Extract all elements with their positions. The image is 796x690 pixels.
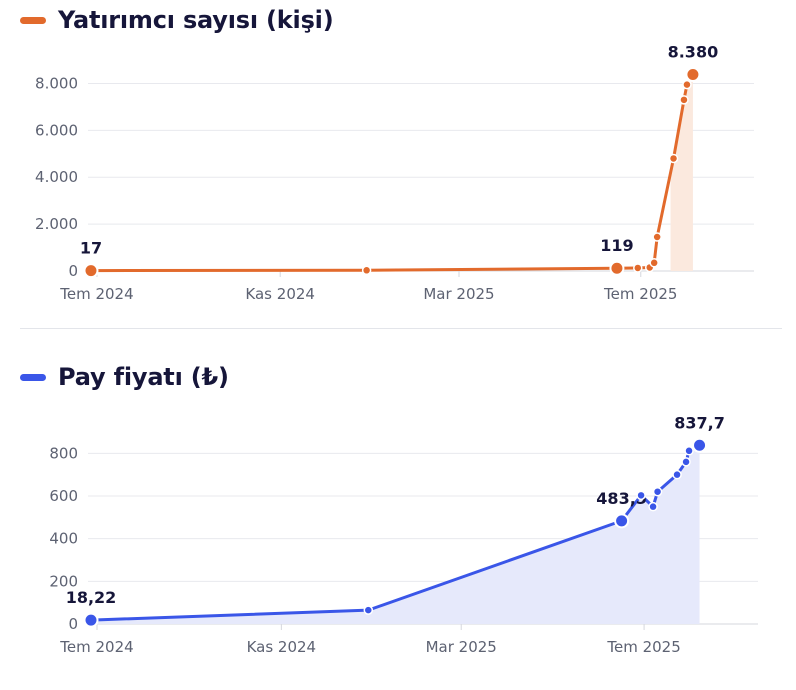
price-x-tick-label: Tem 2025 xyxy=(606,638,680,656)
investor-point xyxy=(633,263,643,273)
chart-divider xyxy=(20,328,782,329)
price-area xyxy=(90,445,700,624)
price-data-label: 837,7 xyxy=(674,413,725,432)
investor-point xyxy=(668,153,679,164)
investor-point xyxy=(682,79,692,90)
price-y-tick-label: 200 xyxy=(49,572,78,590)
investor-point xyxy=(361,265,372,276)
price-point-major xyxy=(614,513,630,529)
investor-x-tick-label: Tem 2024 xyxy=(59,285,133,303)
price-point-major xyxy=(692,437,708,453)
investor-y-tick-label: 8.000 xyxy=(35,74,78,92)
price-chart-header: Pay fiyatı (₺) xyxy=(20,363,229,391)
price-point xyxy=(652,486,663,497)
price-point xyxy=(681,457,691,467)
investor-chart-title: Yatırımcı sayısı (kişi) xyxy=(58,6,334,34)
investor-point-major xyxy=(83,263,99,279)
price-data-label: 483,5 xyxy=(596,489,647,508)
investor-x-tick-label: Mar 2025 xyxy=(423,285,494,303)
investor-count-chart: 0 2.000 4.000 6.000 8.000 Tem 2024 Kas 2024 Mar… xyxy=(35,43,754,303)
price-point xyxy=(648,501,658,512)
investor-x-tick-label: Tem 2025 xyxy=(603,285,677,303)
price-point xyxy=(672,469,682,480)
price-legend-swatch xyxy=(20,373,46,381)
investor-y-tick-label: 0 xyxy=(68,262,78,280)
price-y-tick-label: 800 xyxy=(49,444,78,462)
price-x-tick-label: Mar 2025 xyxy=(426,638,497,656)
investor-y-tick-label: 6.000 xyxy=(35,121,78,139)
investor-point xyxy=(652,232,662,242)
price-data-label: 18,22 xyxy=(66,588,117,607)
price-x-tick-label: Kas 2024 xyxy=(247,638,317,656)
price-y-tick-label: 600 xyxy=(49,487,78,505)
price-point xyxy=(636,490,646,501)
investor-point xyxy=(649,258,659,268)
price-x-tick-label: Tem 2024 xyxy=(59,638,133,656)
investor-point xyxy=(679,95,689,105)
investor-data-label: 17 xyxy=(80,239,102,258)
investor-y-tick-label: 2.000 xyxy=(35,215,78,233)
investor-area xyxy=(670,74,693,271)
price-point xyxy=(363,605,374,615)
investor-legend-swatch xyxy=(20,16,46,24)
investor-chart-header: Yatırımcı sayısı (kişi) xyxy=(20,6,334,34)
price-chart-title: Pay fiyatı (₺) xyxy=(58,363,229,391)
investor-x-tick-label: Kas 2024 xyxy=(245,285,315,303)
price-line xyxy=(89,443,702,622)
price-point-major xyxy=(83,612,99,628)
investor-point-major xyxy=(609,260,625,276)
share-price-chart: 0 200 400 600 800 Tem 2024 Kas 2024 Mar 2025 Tem… xyxy=(49,413,758,656)
investor-data-label: 8.380 xyxy=(668,43,719,62)
investor-point-major xyxy=(685,67,701,83)
investor-y-tick-label: 4.000 xyxy=(35,168,78,186)
price-point xyxy=(684,446,694,456)
investor-data-label: 119 xyxy=(600,236,633,255)
price-y-tick-label: 400 xyxy=(49,530,78,548)
price-y-tick-label: 0 xyxy=(68,615,78,633)
